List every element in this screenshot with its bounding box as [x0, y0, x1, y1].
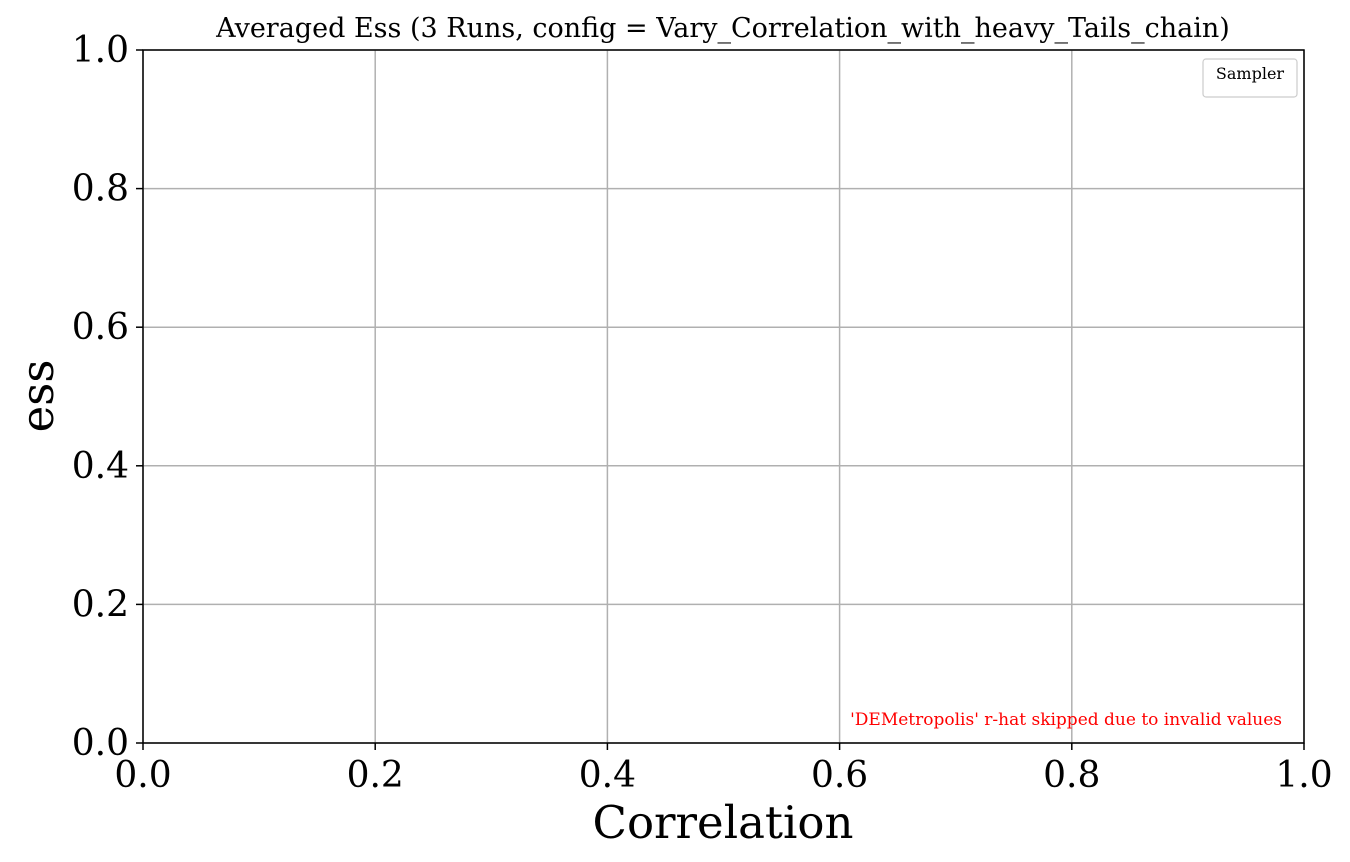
x-tick-label: 1.0 — [1275, 755, 1332, 796]
legend-box — [1202, 58, 1298, 98]
y-tick-label: 1.0 — [72, 30, 129, 71]
legend: Sampler — [1202, 58, 1298, 98]
y-tick-label: 0.4 — [72, 446, 129, 487]
x-tick-label: 0.6 — [811, 755, 868, 796]
x-tick-label: 0.2 — [347, 755, 404, 796]
y-tick-label: 0.8 — [72, 169, 129, 210]
plot-frame — [142, 49, 1305, 744]
grid — [142, 49, 1305, 744]
x-axis-label: Correlation — [593, 796, 854, 849]
legend-title: Sampler — [1216, 64, 1285, 83]
y-tick-label: 0.2 — [72, 584, 129, 625]
y-tick-label: 0.6 — [72, 307, 129, 348]
annotation-text: 'DEMetropolis' r-hat skipped due to inva… — [850, 710, 1282, 730]
chart-title: Averaged Ess (3 Runs, config = Vary_Corr… — [215, 13, 1230, 44]
x-tick-label: 0.8 — [1043, 755, 1100, 796]
y-tick-label: 0.0 — [72, 723, 129, 764]
y-axis-ticks: 0.0 0.2 0.4 0.6 0.8 1.0 — [72, 30, 143, 764]
y-axis-label: ess — [11, 360, 64, 433]
x-axis-ticks: 0.0 0.2 0.4 0.6 0.8 1.0 — [114, 743, 1333, 796]
x-tick-label: 0.0 — [114, 755, 171, 796]
x-tick-label: 0.4 — [579, 755, 636, 796]
